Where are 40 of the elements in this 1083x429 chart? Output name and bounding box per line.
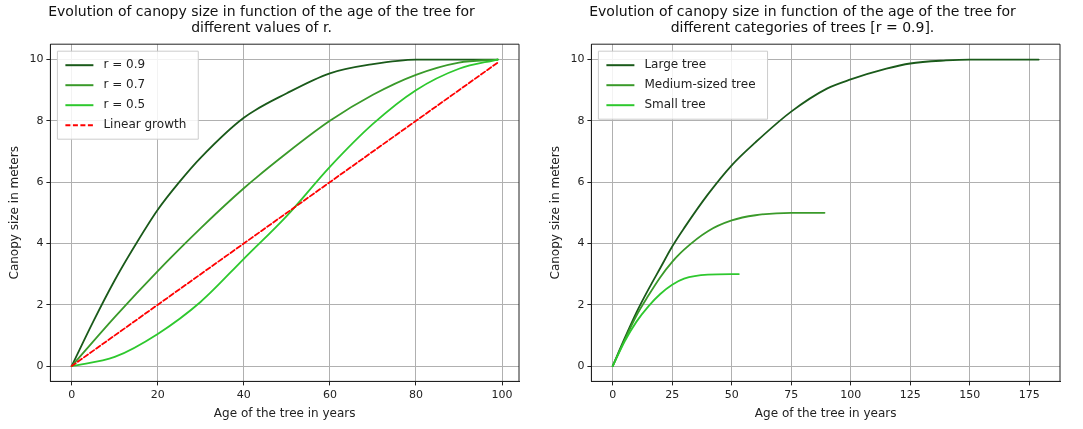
- legend-label: Large tree: [644, 57, 707, 72]
- legend-label: Small tree: [644, 97, 706, 112]
- x-tick-label: 75: [784, 387, 799, 401]
- y-tick-label: 4: [577, 236, 585, 250]
- legend-label: r = 0.5: [103, 97, 146, 112]
- x-tick-label: 150: [959, 387, 981, 401]
- y-tick-label: 6: [577, 175, 585, 188]
- x-axis-title: Age of the tree in years: [213, 405, 356, 420]
- x-tick-label: 80: [408, 387, 423, 401]
- y-tick-label: 2: [36, 297, 44, 311]
- x-tick-label: 175: [1018, 387, 1040, 401]
- x-tick-label: 20: [150, 387, 165, 401]
- y-tick-label: 2: [577, 297, 585, 311]
- legend-label: Linear growth: [103, 117, 187, 132]
- legend-label: r = 0.9: [103, 57, 146, 72]
- y-tick-label: 10: [29, 52, 44, 66]
- x-tick-label: 40: [236, 387, 251, 401]
- legend-label: r = 0.7: [103, 77, 146, 92]
- y-tick-label: 0: [36, 358, 44, 372]
- y-tick-label: 8: [577, 113, 585, 127]
- x-tick-label: 25: [665, 387, 680, 401]
- x-tick-label: 100: [491, 387, 513, 401]
- x-tick-label: 60: [322, 387, 337, 401]
- y-tick-label: 10: [570, 52, 585, 66]
- x-tick-label: 0: [68, 387, 76, 401]
- y-axis-title: Canopy size in meters: [548, 146, 563, 280]
- x-tick-label: 50: [724, 387, 739, 401]
- y-axis-title: Canopy size in meters: [7, 146, 22, 280]
- line-series: [611, 273, 740, 367]
- legend-label: Medium-sized tree: [644, 77, 756, 92]
- y-tick-label: 4: [36, 236, 44, 250]
- x-axis-title: Age of the tree in years: [754, 405, 897, 420]
- chart-title: Evolution of canopy size in function of the age of the tree for different values of r.: [48, 2, 476, 35]
- x-tick-label: 0: [609, 387, 617, 401]
- y-tick-label: 6: [36, 175, 44, 188]
- chart-title: Evolution of canopy size in function of the age of the tree for different categories of trees [r = 0.9].: [589, 2, 1017, 35]
- x-tick-label: 125: [899, 387, 921, 401]
- x-tick-label: 100: [840, 387, 862, 401]
- y-tick-label: 0: [577, 358, 585, 372]
- y-tick-label: 8: [36, 113, 44, 127]
